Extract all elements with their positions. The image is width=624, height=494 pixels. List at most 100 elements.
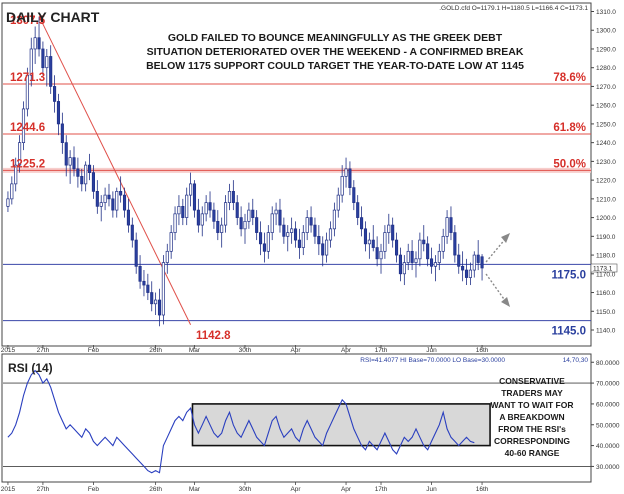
rsi-range-rectangle (191, 403, 491, 447)
candle-body (231, 191, 235, 203)
date-tick-label-bottom: Mar (189, 486, 201, 493)
price-tick-label: 1200.0 (596, 215, 616, 222)
candle-body (348, 168, 352, 188)
price-labels: 1307.5 1271.3 1244.6 1225.2 1142.8 78.6% 61.8%… (10, 15, 618, 342)
candle-body (410, 250, 414, 263)
fib-percent-label: 50.0% (553, 158, 586, 170)
candle-body (103, 194, 107, 203)
price-tick-label: 1220.0 (596, 178, 616, 185)
date-tick-label: Jun (426, 347, 437, 354)
candle-body (371, 239, 375, 248)
date-tick-label: 2015 (1, 347, 16, 354)
rsi-annotation: CONSERVATIVE TRADERS MAY WANT TO WAIT FO… (491, 376, 574, 458)
date-axis: 2015 2015 27th 27th Feb Feb 26th 26th Mar Mar 30th… (1, 345, 489, 493)
candle-body (433, 262, 437, 267)
date-tick-label: Apr (290, 347, 301, 354)
candle-body (464, 269, 469, 278)
candlesticks (6, 17, 484, 327)
price-level-label: 1225.2 (10, 158, 45, 170)
candle-body (437, 250, 441, 263)
date-tick-label-bottom: Apr (290, 486, 301, 493)
candle-body (157, 299, 162, 316)
candle-body (468, 269, 472, 278)
date-tick-label-bottom: 16th (476, 486, 489, 493)
current-price-tag (590, 263, 618, 273)
rsi-annotation-line-2: TRADERS MAY (501, 388, 563, 398)
candle-body (80, 176, 84, 185)
rsi-tick-label: 30.0000 (596, 464, 620, 471)
date-tick-label-bottom: Feb (88, 486, 100, 493)
candle-body (453, 232, 457, 256)
candle-body (398, 254, 403, 275)
candle-body (297, 239, 301, 248)
candle-body (196, 209, 200, 226)
price-tick-label: 1180.0 (596, 253, 616, 260)
price-tick-label: 1270.0 (596, 84, 616, 91)
price-level-label: 1142.8 (196, 330, 231, 342)
candle-body (72, 157, 76, 170)
candle-body (293, 228, 298, 241)
candle-body (37, 37, 41, 50)
date-tick-label-bottom: Apr (341, 486, 352, 493)
price-tick-label: 1190.0 (596, 234, 616, 241)
candle-body (142, 280, 146, 286)
headline-line-2: SITUATION DETERIORATED OVER THE WEEKEND … (147, 46, 524, 58)
candle-body (375, 247, 379, 260)
candle-body (352, 187, 356, 203)
candle-body (111, 198, 115, 211)
candle-body (328, 228, 333, 241)
candle-body (76, 168, 80, 177)
date-tick-label: 27th (37, 347, 50, 354)
candle-body (95, 191, 99, 207)
candle-body (227, 191, 232, 203)
candle-body (290, 228, 294, 233)
rsi-tick-label: 50.0000 (596, 422, 620, 429)
candle-body (266, 232, 270, 252)
date-tick-label-bottom: 30th (239, 486, 252, 493)
candle-body (68, 157, 72, 166)
candle-body (325, 239, 329, 256)
price-axis: 1140.0 1150.0 1160.0 1170.0 1180.0 1190.0 1200… (591, 9, 616, 335)
candle-body (56, 101, 61, 125)
candle-body (200, 213, 204, 226)
candle-body (84, 164, 88, 185)
price-tick-label: 1140.0 (596, 328, 616, 335)
candle-body (107, 194, 111, 200)
price-tick-label: 1170.0 (596, 271, 616, 278)
arrow-layer (485, 232, 511, 307)
candle-body (115, 191, 119, 211)
price-tick-label: 1240.0 (596, 140, 616, 147)
candle-body (25, 74, 29, 110)
candle-body (185, 194, 189, 218)
candle-body (239, 217, 243, 230)
rsi-tick-label: 60.0000 (596, 401, 620, 408)
candle-body (181, 206, 185, 218)
candle-body (395, 239, 399, 256)
candle-body (262, 243, 266, 252)
candle-body (99, 202, 103, 207)
candle-body (220, 224, 224, 233)
candle-body (472, 254, 476, 271)
price-level-label: 1307.5 (10, 15, 46, 27)
candle-body (301, 232, 305, 248)
candle-body (251, 209, 255, 218)
candle-body (146, 284, 150, 293)
rsi-panel-frame (1, 353, 592, 483)
price-panel-frame (1, 2, 592, 347)
trendline-layer (38, 15, 192, 325)
rsi-line (7, 369, 475, 474)
date-tick-label-bottom: 26th (149, 486, 162, 493)
candle-body (449, 217, 453, 233)
symbol-info: .GOLD.cfd O=1179.1 H=1180.5 L=1166.4 C=1… (439, 5, 588, 12)
candle-body (154, 299, 158, 305)
candle-body (367, 239, 371, 245)
up-arrow-head (501, 232, 511, 243)
candle-body (274, 209, 278, 215)
candle-body (177, 206, 181, 215)
candle-body (165, 250, 169, 263)
candle-body (406, 250, 410, 263)
candle-body (336, 194, 340, 211)
candle-body (161, 262, 165, 316)
candle-body (379, 250, 383, 260)
